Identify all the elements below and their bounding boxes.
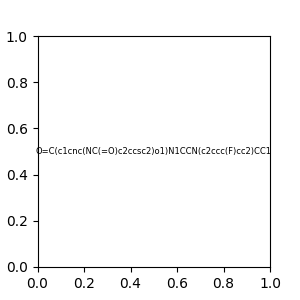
Text: O=C(c1cnc(NC(=O)c2ccsc2)o1)N1CCN(c2ccc(F)cc2)CC1: O=C(c1cnc(NC(=O)c2ccsc2)o1)N1CCN(c2ccc(F… <box>36 147 272 156</box>
